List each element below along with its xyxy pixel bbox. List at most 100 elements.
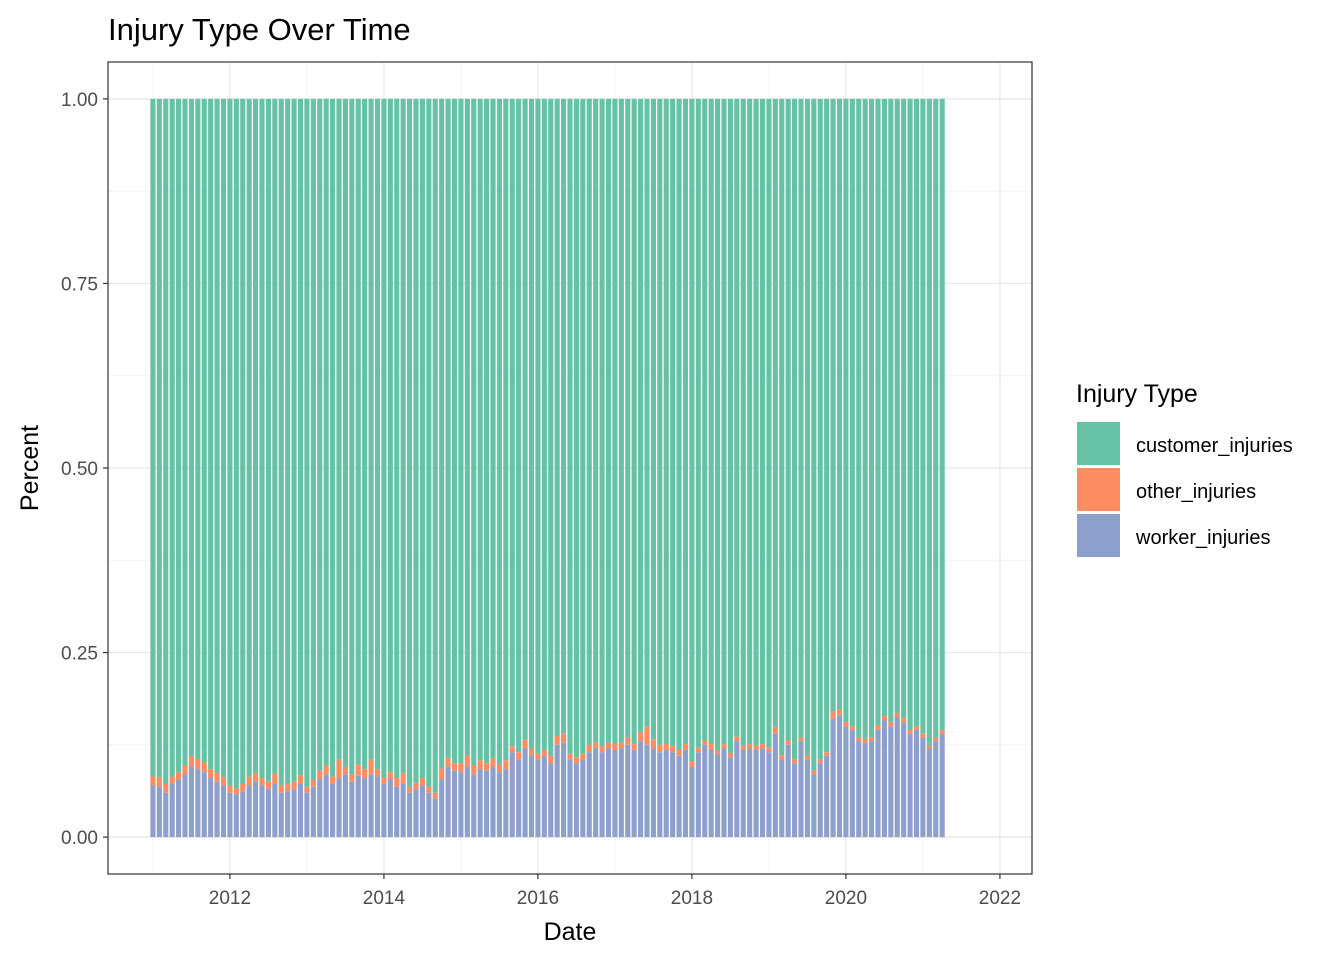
bar-worker-injuries xyxy=(169,783,175,838)
bar-worker-injuries xyxy=(387,779,393,838)
bar-worker-injuries xyxy=(451,770,458,838)
bar-worker-injuries xyxy=(413,789,419,838)
bar-other-injuries xyxy=(926,745,932,749)
bar-worker-injuries xyxy=(567,759,573,838)
y-axis: 0.00 0.25 0.50 0.75 1.00 xyxy=(61,90,108,849)
bar-worker-injuries xyxy=(599,752,605,838)
bar-other-injuries xyxy=(227,785,233,793)
bar-customer-injuries xyxy=(272,98,278,774)
bar-worker-injuries xyxy=(779,759,785,838)
bar-worker-injuries xyxy=(625,744,631,838)
bar-other-injuries xyxy=(451,763,458,771)
bar-worker-injuries xyxy=(593,748,599,838)
y-tick-label: 0.25 xyxy=(61,644,98,665)
bar-worker-injuries xyxy=(156,786,162,838)
bar-worker-injuries xyxy=(843,726,849,838)
legend-key-other-injuries xyxy=(1077,468,1120,511)
bar-worker-injuries xyxy=(227,792,233,838)
bar-customer-injuries xyxy=(631,98,637,745)
bar-worker-injuries xyxy=(708,749,714,838)
bar-customer-injuries xyxy=(285,98,291,784)
bar-other-injuries xyxy=(650,739,656,749)
bar-other-injuries xyxy=(856,737,862,742)
bar-customer-injuries xyxy=(785,98,791,741)
bar-customer-injuries xyxy=(926,98,932,746)
bar-other-injuries xyxy=(355,764,361,776)
bar-worker-injuries xyxy=(458,772,464,838)
bar-worker-injuries xyxy=(875,730,881,838)
bar-customer-injuries xyxy=(439,98,445,769)
bar-other-injuries xyxy=(695,747,701,753)
bar-worker-injuries xyxy=(419,785,425,838)
bar-customer-injuries xyxy=(336,98,342,760)
bar-worker-injuries xyxy=(362,778,368,838)
bar-worker-injuries xyxy=(926,748,932,838)
bar-customer-injuries xyxy=(176,98,182,773)
bar-other-injuries xyxy=(297,775,304,784)
x-tick-label: 2020 xyxy=(825,888,867,909)
bar-customer-injuries xyxy=(387,98,393,773)
bar-worker-injuries xyxy=(201,772,207,838)
bar-customer-injuries xyxy=(779,98,785,756)
bar-other-injuries xyxy=(561,733,567,743)
bar-other-injuries xyxy=(272,773,278,784)
bar-other-injuries xyxy=(432,792,438,799)
bar-other-injuries xyxy=(285,783,291,792)
bar-other-injuries xyxy=(169,776,175,784)
bar-customer-injuries xyxy=(342,98,348,767)
bar-customer-injuries xyxy=(657,98,663,745)
bar-customer-injuries xyxy=(233,98,239,789)
bar-customer-injuries xyxy=(894,98,900,714)
bar-other-injuries xyxy=(182,765,188,775)
bar-customer-injuries xyxy=(374,98,381,770)
bar-customer-injuries xyxy=(477,98,483,761)
y-axis-title: Percent xyxy=(16,425,44,511)
bar-other-injuries xyxy=(394,778,400,787)
bar-worker-injuries xyxy=(817,763,823,838)
bar-worker-injuries xyxy=(650,748,656,838)
bar-customer-injuries xyxy=(573,98,579,758)
bar-other-injuries xyxy=(817,759,823,764)
bar-customer-injuries xyxy=(605,98,612,743)
bar-worker-injuries xyxy=(336,778,342,838)
bar-worker-injuries xyxy=(426,792,432,838)
bar-customer-injuries xyxy=(811,98,817,771)
bar-other-injuries xyxy=(220,777,227,786)
bar-customer-injuries xyxy=(458,98,464,764)
legend-label-customer-injuries: customer_injuries xyxy=(1136,435,1293,457)
bar-other-injuries xyxy=(676,749,682,756)
bar-customer-injuries xyxy=(638,98,644,733)
bar-customer-injuries xyxy=(220,98,227,778)
bar-worker-injuries xyxy=(849,730,855,838)
bar-other-injuries xyxy=(496,764,502,773)
bar-worker-injuries xyxy=(509,752,515,838)
bar-customer-injuries xyxy=(830,98,836,712)
bar-customer-injuries xyxy=(464,98,470,756)
bar-other-injuries xyxy=(330,776,336,784)
bar-other-injuries xyxy=(349,774,355,782)
bar-customer-injuries xyxy=(933,98,939,738)
bar-worker-injuries xyxy=(811,774,817,838)
bar-worker-injuries xyxy=(240,791,246,838)
bar-customer-injuries xyxy=(875,98,881,726)
bar-other-injuries xyxy=(259,778,265,786)
bar-other-injuries xyxy=(689,761,695,767)
bar-customer-injuries xyxy=(471,98,477,766)
bar-worker-injuries xyxy=(881,720,887,838)
bar-worker-injuries xyxy=(901,722,907,838)
bar-other-injuries xyxy=(407,786,413,793)
bar-customer-injuries xyxy=(612,98,618,745)
bar-other-injuries xyxy=(362,769,368,779)
bar-other-injuries xyxy=(792,759,798,764)
bar-other-injuries xyxy=(811,770,817,775)
bar-customer-injuries xyxy=(394,98,400,779)
bar-customer-injuries xyxy=(407,98,413,787)
bar-worker-injuries xyxy=(933,741,939,838)
bar-other-injuries xyxy=(214,772,220,782)
bar-other-injuries xyxy=(573,757,579,764)
bar-customer-injuries xyxy=(586,98,592,745)
bar-worker-injuries xyxy=(702,744,708,838)
bar-customer-injuries xyxy=(368,98,374,760)
bar-customer-injuries xyxy=(734,98,740,737)
bar-customer-injuries xyxy=(554,98,560,736)
